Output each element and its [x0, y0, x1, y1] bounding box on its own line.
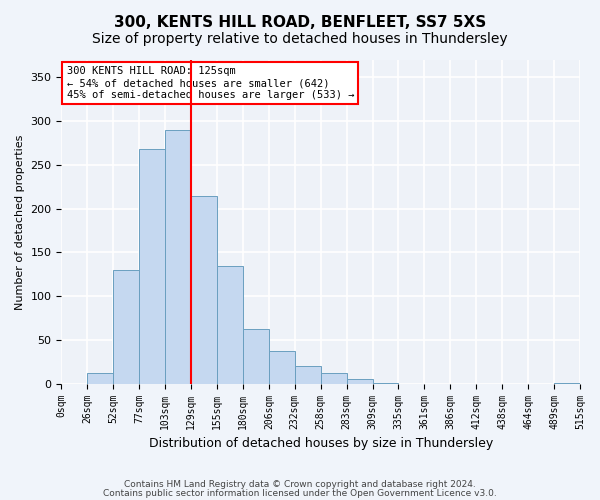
Bar: [113, 270, 139, 384]
Bar: [191, 196, 217, 384]
Bar: [88, 373, 113, 384]
X-axis label: Distribution of detached houses by size in Thundersley: Distribution of detached houses by size …: [149, 437, 493, 450]
Text: Contains HM Land Registry data © Crown copyright and database right 2024.: Contains HM Land Registry data © Crown c…: [124, 480, 476, 489]
Bar: [269, 352, 295, 384]
Bar: [139, 149, 165, 384]
Text: 300, KENTS HILL ROAD, BENFLEET, SS7 5XS: 300, KENTS HILL ROAD, BENFLEET, SS7 5XS: [114, 15, 486, 30]
Bar: [347, 380, 373, 384]
Text: 300 KENTS HILL ROAD: 125sqm
← 54% of detached houses are smaller (642)
45% of se: 300 KENTS HILL ROAD: 125sqm ← 54% of det…: [67, 66, 354, 100]
Text: Contains public sector information licensed under the Open Government Licence v3: Contains public sector information licen…: [103, 489, 497, 498]
Bar: [295, 366, 321, 384]
Bar: [165, 130, 191, 384]
Bar: [217, 266, 243, 384]
Bar: [373, 383, 398, 384]
Bar: [243, 328, 269, 384]
Y-axis label: Number of detached properties: Number of detached properties: [15, 134, 25, 310]
Text: Size of property relative to detached houses in Thundersley: Size of property relative to detached ho…: [92, 32, 508, 46]
Bar: [321, 373, 347, 384]
Bar: [554, 383, 580, 384]
